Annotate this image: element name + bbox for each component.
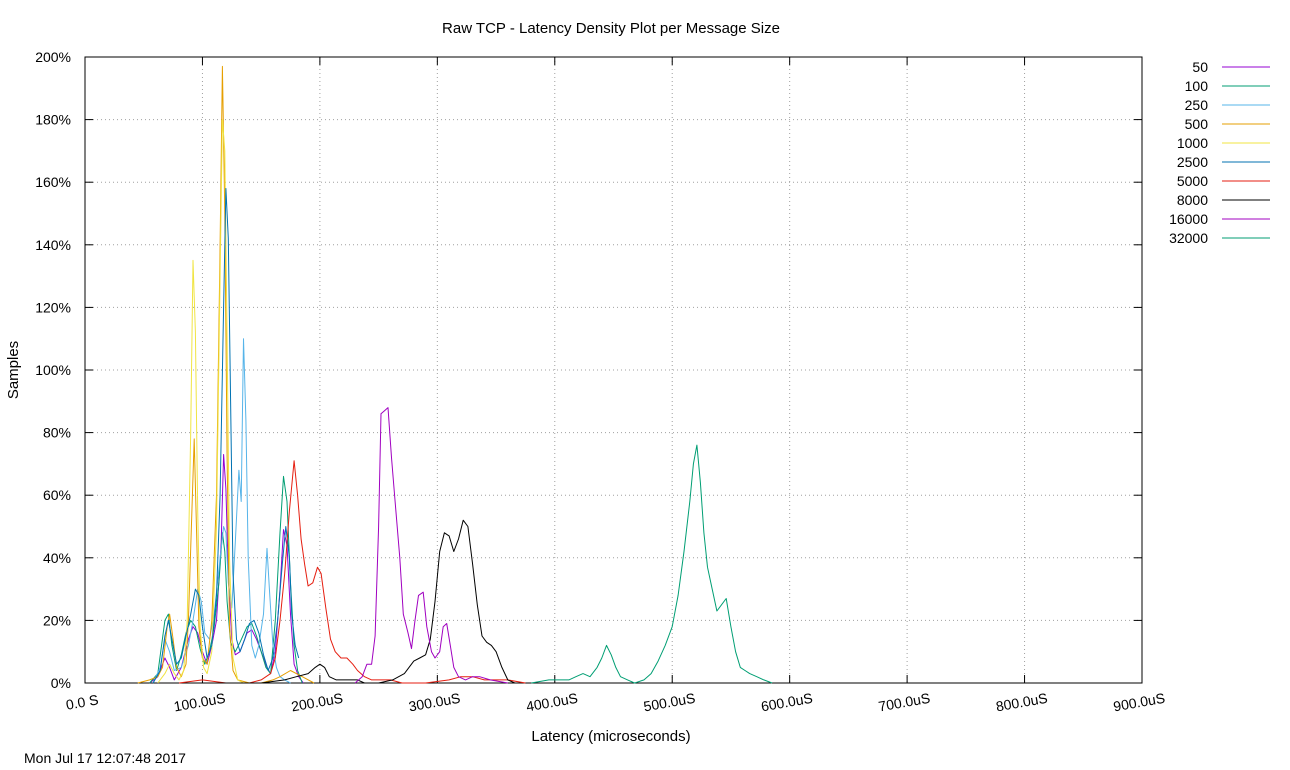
x-tick-label: 100.0uS — [172, 690, 226, 715]
legend-label: 16000 — [1169, 211, 1208, 227]
y-tick-label: 180% — [35, 112, 71, 128]
legend-label: 1000 — [1177, 135, 1208, 151]
series-line-5000 — [178, 460, 526, 684]
x-axis-label: Latency (microseconds) — [531, 728, 690, 745]
y-tick-label: 120% — [35, 299, 71, 315]
series-line-2500 — [152, 188, 300, 684]
plot-timestamp: Mon Jul 17 12:07:48 2017 — [24, 750, 186, 766]
legend-label: 50 — [1192, 59, 1208, 75]
y-tick-label: 140% — [35, 237, 71, 253]
y-tick-label: 20% — [43, 612, 71, 628]
legend-label: 2500 — [1177, 154, 1208, 170]
legend-label: 5000 — [1177, 173, 1208, 189]
y-tick-label: 40% — [43, 550, 71, 566]
x-tick-label: 900.0uS — [1112, 690, 1166, 715]
x-tick-label: 200.0uS — [290, 690, 344, 715]
y-tick-label: 60% — [43, 487, 71, 503]
y-axis-tick-labels: 0% 20% 40% 60% 80% 100% 120% 140% 160% 180% 200% — [35, 49, 71, 691]
y-tick-label: 200% — [35, 49, 71, 65]
x-tick-label: 0.0 S — [65, 691, 100, 712]
legend-label: 100 — [1185, 78, 1209, 94]
x-axis-tick-labels: 0.0 S 100.0uS 200.0uS 300.0uS 400.0uS 500.0uS… — [65, 690, 1167, 715]
y-tick-label: 80% — [43, 425, 71, 441]
chart-title: Raw TCP - Latency Density Plot per Messa… — [442, 20, 780, 37]
series-line-16000 — [354, 407, 508, 684]
series-line-8000 — [202, 519, 516, 684]
series-line-250 — [152, 338, 291, 684]
series-line-32000 — [531, 444, 773, 684]
y-axis-label: Samples — [5, 341, 22, 399]
x-tick-label: 800.0uS — [995, 690, 1049, 715]
x-tick-label: 300.0uS — [407, 690, 461, 715]
series-line-1000 — [157, 119, 244, 684]
x-tick-label: 400.0uS — [525, 690, 579, 715]
legend: 50 100 250 500 1000 2500 5000 8000 16000 32000 — [1169, 59, 1270, 246]
legend-label: 500 — [1185, 116, 1209, 132]
x-tick-label: 700.0uS — [877, 690, 931, 715]
legend-label: 8000 — [1177, 192, 1208, 208]
y-tick-label: 100% — [35, 362, 71, 378]
grid — [85, 57, 1142, 683]
x-tick-label: 500.0uS — [642, 690, 696, 715]
legend-label: 32000 — [1169, 230, 1208, 246]
axis-ticks — [84, 56, 1143, 684]
y-tick-label: 0% — [51, 675, 71, 691]
series-lines — [137, 65, 773, 684]
y-tick-label: 160% — [35, 174, 71, 190]
x-tick-label: 600.0uS — [760, 690, 814, 715]
legend-label: 250 — [1185, 97, 1209, 113]
series-line-500 — [137, 65, 315, 684]
